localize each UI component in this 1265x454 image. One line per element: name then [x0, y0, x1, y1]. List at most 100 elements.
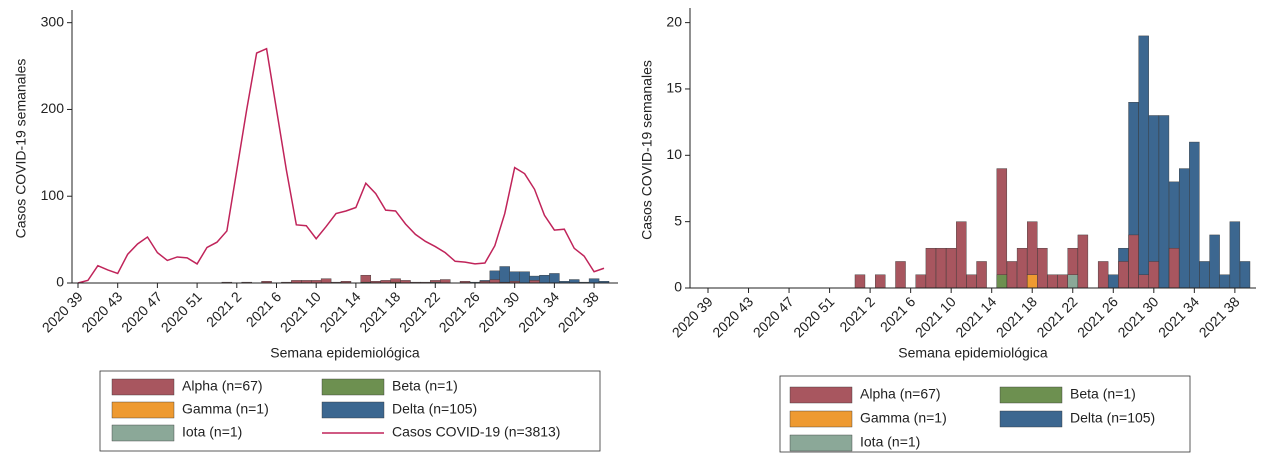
- legend-label: Alpha (n=67): [860, 386, 941, 402]
- bar: [1077, 234, 1089, 289]
- bar: [1158, 115, 1170, 289]
- x-tick-label: 2021 34: [1155, 293, 1202, 340]
- bar: [996, 274, 1008, 289]
- bar: [1118, 261, 1129, 289]
- bar: [1037, 247, 1048, 289]
- x-tick-label: 2020 43: [78, 288, 125, 335]
- legend-swatch: [321, 378, 385, 396]
- bar: [360, 274, 372, 284]
- x-tick-label: 2020 47: [750, 293, 797, 340]
- bar: [1239, 261, 1251, 289]
- y-tick-label: 0: [56, 274, 64, 290]
- bar: [1108, 274, 1119, 289]
- y-axis-label: Casos COVID-19 semanales: [13, 59, 29, 239]
- legend-swatch: [111, 401, 175, 419]
- x-tick-label: 2021 22: [396, 288, 443, 335]
- legend-label: Gamma (n=1): [860, 410, 947, 426]
- legend-swatch: [789, 386, 853, 404]
- bar: [1179, 168, 1190, 289]
- bar: [935, 247, 947, 289]
- bar: [1199, 261, 1210, 289]
- x-tick-label: 2021 14: [952, 293, 999, 340]
- bar: [1006, 261, 1018, 289]
- x-tick-label: 2021 38: [555, 288, 602, 335]
- bar: [539, 274, 550, 284]
- x-tick-label: 2021 22: [1033, 293, 1080, 340]
- y-axis-label: Casos COVID-19 semanales: [639, 60, 655, 240]
- x-axis-label: Semana epidemiológica: [898, 345, 1048, 361]
- legend-label: Beta (n=1): [392, 378, 458, 394]
- legend-swatch: [999, 386, 1063, 404]
- bar: [945, 247, 957, 289]
- y-tick-label: 20: [666, 13, 682, 29]
- y-tick-label: 15: [666, 80, 682, 96]
- bar: [1168, 247, 1180, 289]
- x-tick-label: 2021 30: [1114, 293, 1161, 340]
- bar: [1148, 261, 1160, 289]
- x-tick-label: 2020 43: [709, 293, 756, 340]
- bar: [1027, 274, 1038, 289]
- x-tick-label: 2021 30: [475, 288, 522, 335]
- x-tick-label: 2021 26: [436, 288, 483, 335]
- y-tick-label: 300: [41, 13, 65, 29]
- bar: [1138, 274, 1149, 289]
- x-tick-label: 2021 10: [912, 293, 959, 340]
- y-tick-label: 0: [674, 279, 682, 295]
- x-tick-label: 2020 51: [790, 293, 837, 340]
- bar: [569, 279, 580, 284]
- bar: [875, 274, 886, 289]
- bar: [588, 278, 600, 284]
- x-tick-label: 2021 38: [1196, 293, 1243, 340]
- bar: [499, 266, 510, 284]
- legend-label: Iota (n=1): [860, 434, 920, 450]
- legend-label: Delta (n=105): [392, 401, 477, 417]
- bar: [549, 273, 560, 284]
- legend-swatch: [321, 401, 385, 419]
- x-tick-label: 2020 47: [118, 288, 165, 335]
- y-tick-label: 100: [41, 187, 65, 203]
- bar: [996, 168, 1008, 289]
- bar: [519, 271, 530, 284]
- bar: [320, 278, 332, 284]
- legend-label: Gamma (n=1): [182, 401, 269, 417]
- legend-label: Delta (n=105): [1070, 410, 1155, 426]
- x-tick-label: 2021 14: [317, 288, 364, 335]
- legend-swatch: [999, 410, 1063, 428]
- bar: [915, 274, 926, 289]
- bar: [1138, 35, 1149, 289]
- bar: [1057, 274, 1068, 289]
- bar: [1189, 141, 1200, 289]
- x-tick-label: 2020 39: [39, 288, 86, 335]
- y-tick-label: 5: [674, 212, 682, 228]
- x-tick-label: 2021 18: [993, 293, 1040, 340]
- y-tick-label: 200: [41, 100, 65, 116]
- bar: [895, 261, 906, 289]
- x-tick-label: 2021 10: [277, 288, 324, 335]
- legend-label: Iota (n=1): [182, 424, 242, 440]
- y-tick-label: 10: [666, 146, 682, 162]
- legend-label: Casos COVID-19 (n=3813): [392, 424, 560, 440]
- legend-swatch: [111, 378, 175, 396]
- x-tick-label: 2020 39: [669, 293, 716, 340]
- bar: [1097, 261, 1109, 289]
- bar: [440, 279, 451, 284]
- bar: [1219, 274, 1230, 289]
- bar: [956, 221, 967, 289]
- x-tick-label: 2021 18: [356, 288, 403, 335]
- bar: [489, 279, 501, 284]
- x-tick-label: 2020 51: [158, 288, 205, 335]
- bar: [1128, 234, 1139, 289]
- bar: [925, 247, 937, 289]
- bar: [976, 261, 987, 289]
- bar: [1047, 274, 1058, 289]
- x-tick-label: 2021 34: [515, 288, 562, 335]
- legend-swatch: [789, 434, 853, 452]
- bar: [1229, 221, 1241, 289]
- legend-label: Alpha (n=67): [182, 378, 263, 394]
- bar: [1067, 274, 1078, 289]
- x-tick-label: 2021 26: [1074, 293, 1121, 340]
- legend-label: Beta (n=1): [1070, 386, 1136, 402]
- x-tick-label: 2021 2: [203, 288, 245, 330]
- bar: [1016, 247, 1028, 289]
